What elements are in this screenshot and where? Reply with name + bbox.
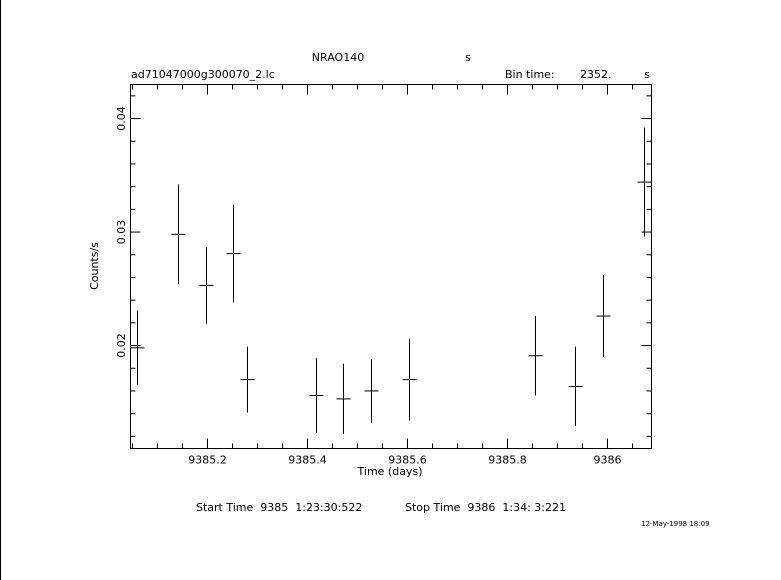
date: 12-May-1998 18:09 [641, 520, 710, 528]
filename: ad71047000g300070_2.lc [131, 68, 275, 81]
start-time: Start Time 9385 1:23:30:522 [196, 501, 362, 514]
stop-time: Stop Time 9386 1:34: 3:221 [405, 501, 566, 514]
y-axis-label: Counts/s [88, 242, 101, 290]
x-tick-label: 9385.8 [488, 454, 527, 467]
bin-time: 2352. [580, 68, 612, 81]
bin-time-label: Bin time: [505, 68, 555, 81]
chart-title: NRAO140 [312, 51, 364, 64]
y-tick-label: 0.04 [115, 106, 128, 130]
y-tick-label: 0.02 [115, 333, 128, 358]
title-unit: s [465, 51, 471, 64]
bin-time-unit: s [644, 68, 650, 81]
x-tick-label: 9386 [594, 454, 622, 467]
plot-frame [130, 84, 652, 449]
x-tick-label: 9385.6 [388, 454, 427, 467]
x-tick-label: 9385.2 [188, 454, 227, 467]
x-tick-label: 9385.4 [288, 454, 327, 467]
y-tick-label: 0.03 [115, 220, 128, 245]
x-axis-label: Time (days) [357, 465, 423, 478]
